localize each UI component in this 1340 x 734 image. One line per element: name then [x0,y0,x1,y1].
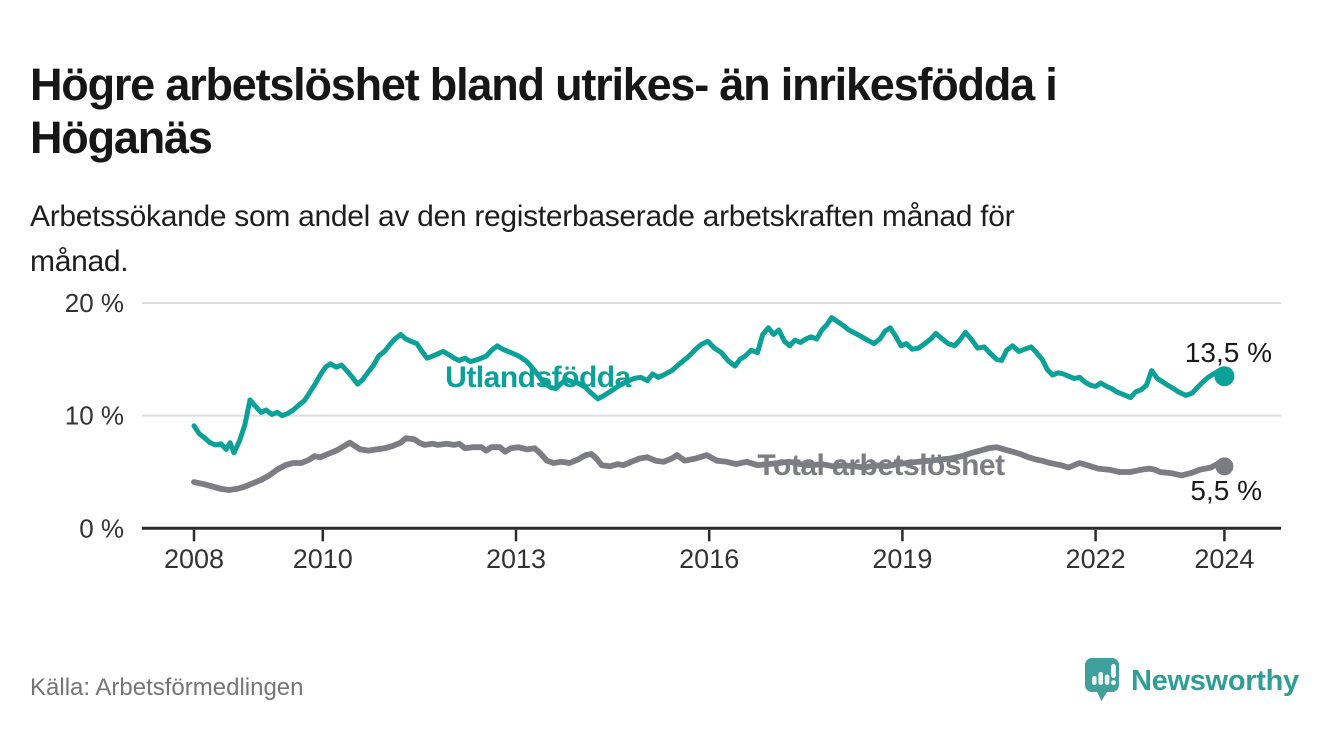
x-tick-label: 2010 [293,544,353,574]
page-title: Högre arbetslöshet bland utrikes- än inr… [30,58,1310,164]
bar-2 [1098,672,1103,685]
y-tick-label: 0 % [79,513,124,543]
x-tick-label: 2008 [164,544,224,574]
series-line-total-arbetsloshet [191,435,1228,493]
series-label-utlandsfodda: Utlandsfödda [445,361,631,394]
x-tick-label: 2022 [1066,544,1126,574]
x-tick-label: 2024 [1194,544,1254,574]
bar-3 [1104,674,1110,685]
subtitle-line-1: Arbetssökande som andel av den registerb… [30,200,1015,233]
newsworthy-logo: Newsworthy [1084,657,1299,705]
source-credit: Källa: Arbetsförmedlingen [30,674,304,701]
subtitle-line-2: månad. [30,245,129,278]
x-tick-label: 2019 [872,544,932,574]
chart-subtitle: Arbetssökande som andel av den registerb… [30,194,1270,284]
bar-1 [1092,676,1097,685]
y-tick-label: 20 % [65,288,124,318]
x-tick-label: 2016 [679,544,739,574]
title-line-2: Höganäs [30,112,213,164]
newsworthy-wordmark: Newsworthy [1131,664,1299,697]
x-tick-label: 2013 [486,544,546,574]
series-end-value-total-arbetsloshet: 5,5 % [1190,475,1262,506]
series-end-value-utlandsfodda: 13,5 % [1185,337,1272,368]
series-end-dot-total-arbetsloshet [1215,457,1234,476]
series-label-total-arbetsloshet: Total arbetslöshet [757,449,1005,482]
y-tick-label: 10 % [65,401,124,431]
exclamation-bar [1111,664,1116,678]
series-end-dot-utlandsfodda [1214,366,1235,387]
bar-chart-speech-bubble-icon [1085,658,1119,701]
exclamation-dot [1111,680,1116,685]
title-line-1: Högre arbetslöshet bland utrikes- än inr… [30,59,1058,111]
series-line-utlandsfodda [191,315,1227,456]
